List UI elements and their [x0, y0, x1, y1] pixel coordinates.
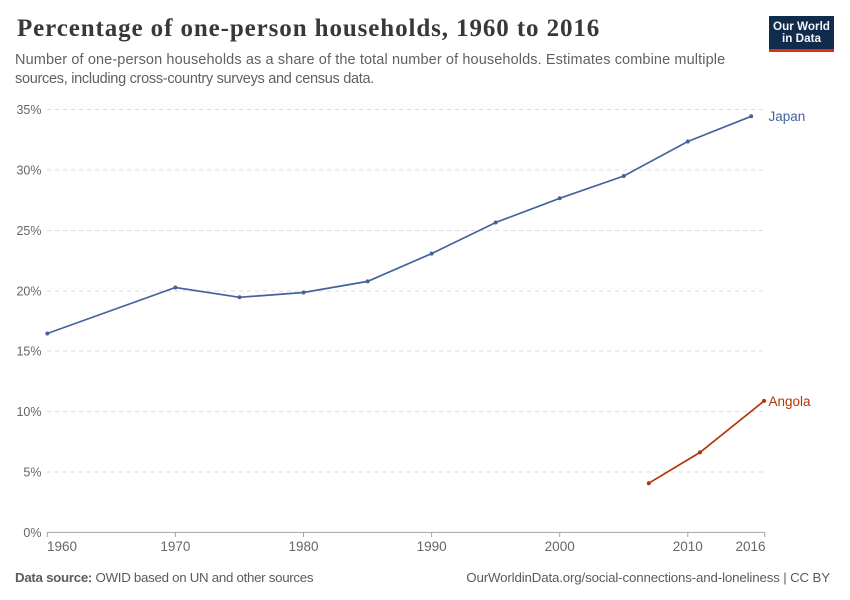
svg-text:1990: 1990 — [417, 539, 447, 554]
svg-text:1970: 1970 — [160, 539, 190, 554]
svg-text:35%: 35% — [16, 103, 41, 117]
svg-text:0%: 0% — [23, 526, 41, 540]
svg-text:2010: 2010 — [673, 539, 703, 554]
svg-text:Angola: Angola — [769, 394, 812, 409]
svg-text:15%: 15% — [16, 345, 41, 359]
svg-text:1960: 1960 — [47, 539, 77, 554]
svg-text:Japan: Japan — [769, 109, 806, 124]
svg-text:2016: 2016 — [735, 539, 765, 554]
svg-text:10%: 10% — [16, 405, 41, 419]
svg-text:1980: 1980 — [288, 539, 318, 554]
svg-text:2000: 2000 — [545, 539, 575, 554]
svg-text:20%: 20% — [16, 285, 41, 299]
svg-text:5%: 5% — [23, 466, 41, 480]
svg-text:25%: 25% — [16, 224, 41, 238]
svg-text:30%: 30% — [16, 164, 41, 178]
